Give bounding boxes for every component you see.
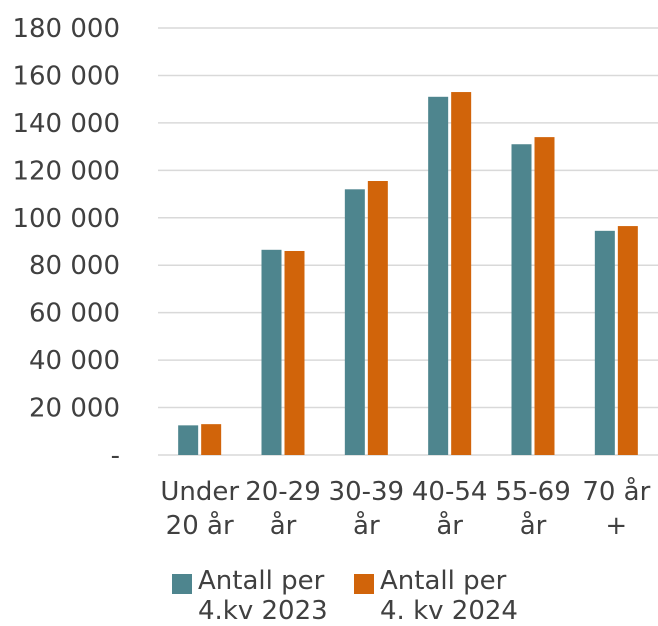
- bar-2023-2: [344, 189, 365, 456]
- bar-2024-3: [451, 92, 472, 456]
- bar-2023-5: [594, 230, 615, 455]
- x-category-label: år: [353, 510, 380, 541]
- y-tick-label: 20 000: [29, 394, 120, 424]
- legend-label-2023-line2: 4.kv 2023: [198, 596, 328, 626]
- y-tick-label: 160 000: [12, 61, 120, 91]
- x-category-label: 70 år: [582, 476, 650, 507]
- bar-2024-5: [617, 226, 638, 455]
- legend-label-2024-line2: 4. kv 2024: [380, 596, 518, 626]
- bar-2023-3: [428, 96, 449, 456]
- x-category-label: 30-39: [329, 477, 405, 507]
- bar-2024-2: [367, 181, 388, 455]
- y-tick-label: 40 000: [29, 346, 120, 376]
- bar-2023-0: [178, 425, 199, 455]
- x-category-label: 40-54: [412, 477, 488, 507]
- legend: Antall per 4.kv 2023 Antall per 4. kv 20…: [172, 566, 658, 626]
- y-tick-label: 120 000: [12, 156, 120, 186]
- bar-chart: - 20 000 40 000 60 000 80 000 100 000 120 000 1…: [12, 14, 658, 541]
- x-category-label: Under: [160, 477, 239, 507]
- bar-2023-4: [511, 144, 532, 455]
- legend-swatch-2023: [172, 574, 192, 594]
- x-category-label: år: [270, 510, 297, 541]
- bar-2024-4: [534, 137, 555, 455]
- y-tick-label: 60 000: [29, 299, 120, 329]
- legend-label-2024-line1: Antall per: [380, 566, 507, 596]
- x-category-label: 20-29: [245, 477, 321, 507]
- bar-2024-1: [284, 250, 305, 455]
- x-category-label: år: [436, 510, 463, 541]
- y-tick-label: 180 000: [12, 14, 120, 44]
- legend-swatch-2024: [354, 574, 374, 594]
- bar-2023-1: [261, 249, 282, 455]
- bar-2024-0: [201, 424, 222, 455]
- x-category-label: +: [605, 511, 627, 541]
- x-category-label: 55-69: [495, 477, 571, 507]
- legend-label-2023-line1: Antall per: [198, 566, 325, 596]
- y-tick-label: 80 000: [29, 251, 120, 281]
- y-tick-label: -: [111, 441, 120, 471]
- x-category-label: år: [520, 510, 547, 541]
- x-category-label: 20 år: [166, 510, 234, 541]
- y-tick-label: 140 000: [12, 109, 120, 139]
- y-tick-label: 100 000: [12, 204, 120, 234]
